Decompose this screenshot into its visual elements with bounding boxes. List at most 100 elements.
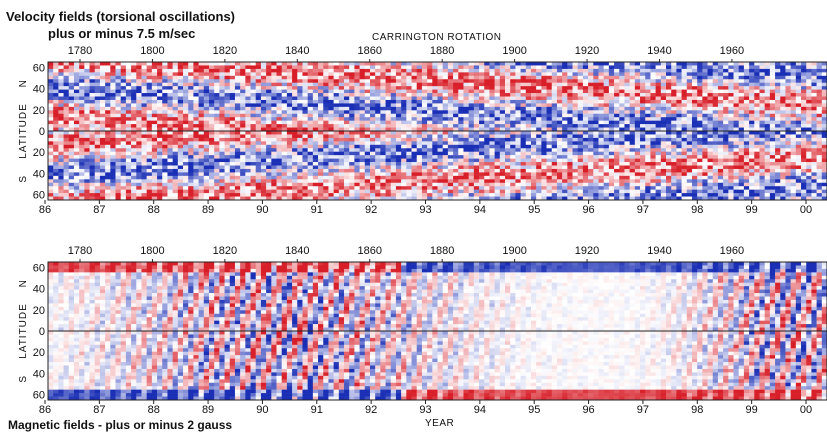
heatmap-cell <box>416 137 423 142</box>
heatmap-cell <box>546 106 553 111</box>
heatmap-cell <box>125 134 132 139</box>
heatmap-cell <box>525 148 532 152</box>
heatmap-cell <box>276 144 282 149</box>
heatmap-cell <box>375 75 381 80</box>
heatmap-cell <box>266 158 272 163</box>
heatmap-cell <box>219 179 225 184</box>
heatmap-cell <box>681 96 688 101</box>
heatmap-cell <box>655 182 662 187</box>
heatmap-cell <box>640 113 646 118</box>
heatmap-cell <box>328 103 334 108</box>
heatmap-cell <box>250 148 257 152</box>
heatmap-cell <box>276 162 282 166</box>
heatmap-cell <box>99 175 106 180</box>
heatmap-cell <box>146 158 153 163</box>
heatmap-cell <box>198 62 205 66</box>
heatmap-cell <box>146 99 153 104</box>
heatmap-cell <box>686 189 693 194</box>
heatmap-cell <box>53 82 59 87</box>
heatmap-cell <box>515 162 521 166</box>
heatmap-cell <box>603 144 610 149</box>
heatmap-cell <box>676 131 682 135</box>
heatmap-cell <box>136 155 142 159</box>
heatmap-cell <box>442 79 449 83</box>
heatmap-cell <box>292 79 298 83</box>
heatmap-cell <box>416 117 423 121</box>
heatmap-cell <box>136 131 142 135</box>
heatmap-cell <box>198 127 205 132</box>
heatmap-cell <box>266 110 272 115</box>
heatmap-cell <box>157 96 163 101</box>
heatmap-cell <box>660 151 667 156</box>
heatmap-cell <box>193 103 199 108</box>
heatmap-cell <box>162 141 168 146</box>
heatmap-cell <box>614 193 620 197</box>
heatmap-cell <box>671 165 677 170</box>
heatmap-cell <box>84 79 90 83</box>
heatmap-cell <box>432 193 438 197</box>
heatmap-cell <box>115 182 121 187</box>
heatmap-cell <box>255 193 262 197</box>
heatmap-cell <box>401 134 407 139</box>
heatmap-cell <box>640 165 646 170</box>
heatmap-cell <box>484 127 490 132</box>
heatmap-cell <box>489 148 495 152</box>
heatmap-cell <box>567 62 573 66</box>
heatmap-cell <box>671 148 677 152</box>
heatmap-cell <box>489 89 495 94</box>
heatmap-cell <box>318 106 324 111</box>
heatmap-cell <box>141 175 147 180</box>
heatmap-cell <box>183 124 189 128</box>
heatmap-cell <box>676 62 682 66</box>
heatmap-cell <box>240 151 246 156</box>
heatmap-cell <box>250 131 257 135</box>
heatmap-cell <box>224 110 231 115</box>
heatmap-cell <box>432 189 438 194</box>
heatmap-cell <box>411 86 418 90</box>
heatmap-cell <box>686 96 693 101</box>
heatmap-cell <box>479 127 485 132</box>
heatmap-cell <box>468 110 475 115</box>
heatmap-cell <box>292 106 298 111</box>
heatmap-cell <box>120 131 127 135</box>
heatmap-cell <box>447 96 454 101</box>
heatmap-cell <box>484 65 490 70</box>
heatmap-cell <box>401 165 407 170</box>
heatmap-cell <box>411 162 418 166</box>
heatmap-cell <box>224 162 231 166</box>
heatmap-cell <box>89 175 96 180</box>
heatmap-cell <box>328 96 334 101</box>
heatmap-cell <box>110 155 116 159</box>
heatmap-cell <box>572 79 579 83</box>
heatmap-cell <box>318 113 324 118</box>
heatmap-cell <box>255 151 262 156</box>
heatmap-cell <box>640 96 646 101</box>
heatmap-cell <box>208 158 215 163</box>
heatmap-cell <box>307 186 314 190</box>
heatmap-cell <box>276 106 282 111</box>
heatmap-cell <box>671 182 677 187</box>
heatmap-cell <box>624 155 630 159</box>
heatmap-cell <box>421 168 428 173</box>
heatmap-cell <box>536 162 542 166</box>
heatmap-cell <box>375 93 381 97</box>
heatmap-cell <box>453 189 459 194</box>
heatmap-cell <box>411 75 418 80</box>
heatmap-cell <box>525 186 532 190</box>
heatmap-cell <box>593 99 599 104</box>
heatmap-cell <box>318 75 324 80</box>
heatmap-cell <box>624 96 630 101</box>
heatmap-cell <box>68 151 75 156</box>
heatmap-cell <box>562 110 568 115</box>
heatmap-cell <box>89 106 96 111</box>
heatmap-cell <box>79 120 85 125</box>
heatmap-cell <box>354 110 360 115</box>
heatmap-cell <box>541 86 547 90</box>
heatmap-cell <box>349 62 355 66</box>
heatmap-cell <box>193 148 199 152</box>
heatmap-cell <box>582 172 589 177</box>
heatmap-cell <box>312 158 319 163</box>
heatmap-cell <box>94 65 101 70</box>
heatmap-cell <box>48 141 54 146</box>
heatmap-cell <box>214 117 220 121</box>
